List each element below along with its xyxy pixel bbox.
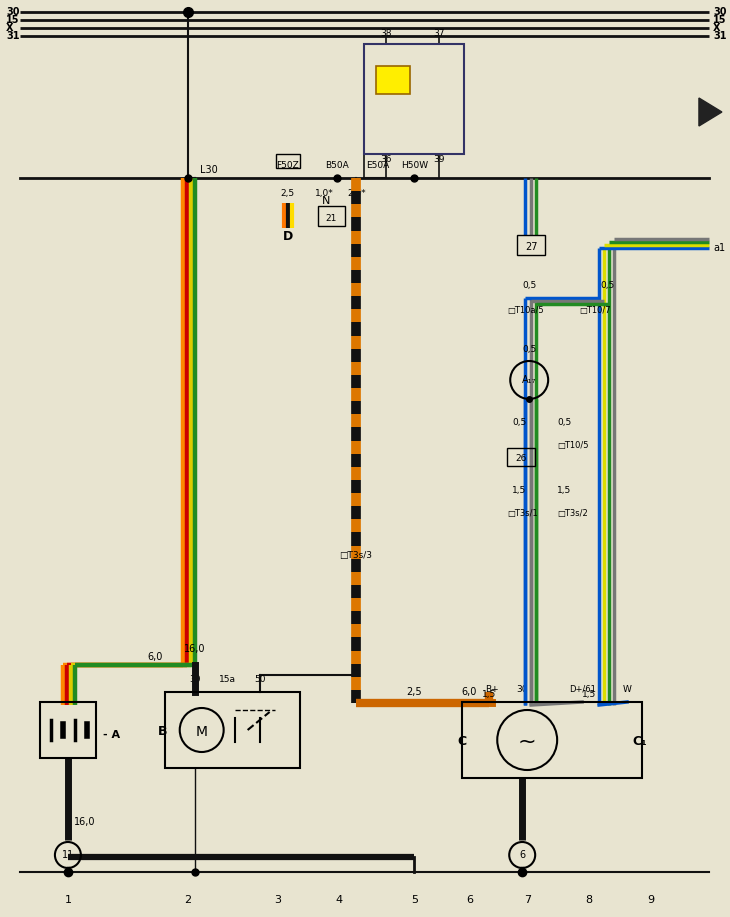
- Text: X: X: [713, 23, 721, 33]
- Text: 0,5: 0,5: [512, 418, 526, 427]
- Polygon shape: [699, 98, 722, 126]
- Text: 2,5: 2,5: [407, 687, 422, 697]
- Text: B+: B+: [485, 685, 499, 694]
- Text: 31: 31: [713, 31, 726, 41]
- Text: N: N: [323, 196, 331, 206]
- Text: 2,5: 2,5: [280, 189, 295, 198]
- Text: 30: 30: [516, 685, 528, 694]
- Bar: [462, 702, 642, 778]
- Bar: [377, 66, 410, 94]
- Text: 1,5: 1,5: [582, 690, 596, 699]
- Text: 1,5: 1,5: [482, 690, 496, 699]
- Text: C: C: [457, 735, 466, 748]
- Text: C₁: C₁: [632, 735, 647, 748]
- Text: □T3s/3: □T3s/3: [339, 551, 372, 560]
- Text: □T3s/1: □T3s/1: [507, 509, 538, 518]
- Text: 6,0: 6,0: [461, 687, 477, 697]
- Text: 1,5: 1,5: [512, 486, 526, 495]
- Text: 4: 4: [336, 895, 343, 905]
- Text: 15: 15: [6, 15, 20, 25]
- Text: 15a: 15a: [219, 675, 237, 684]
- Text: 30: 30: [189, 675, 201, 684]
- Text: B50A: B50A: [326, 161, 350, 170]
- Text: F50Z: F50Z: [276, 161, 299, 170]
- Text: 1,0*: 1,0*: [315, 189, 334, 198]
- Text: 0,5: 0,5: [522, 345, 537, 354]
- Text: □T10/5: □T10/5: [557, 441, 588, 450]
- Text: 2: 2: [184, 895, 191, 905]
- Text: 5: 5: [411, 895, 418, 905]
- Bar: [364, 44, 464, 154]
- Text: - A: - A: [103, 730, 120, 740]
- Text: M: M: [196, 725, 208, 739]
- Text: W: W: [623, 685, 631, 694]
- Text: 30: 30: [6, 7, 20, 17]
- Bar: [40, 702, 96, 758]
- Text: 3: 3: [274, 895, 281, 905]
- Text: 36: 36: [380, 155, 392, 164]
- Text: H50W: H50W: [401, 161, 428, 170]
- Bar: [318, 206, 345, 226]
- Text: L30: L30: [200, 165, 218, 175]
- Text: ~: ~: [518, 732, 537, 752]
- Bar: [518, 235, 545, 255]
- Bar: [276, 154, 299, 168]
- Text: 21: 21: [326, 214, 337, 223]
- Text: 0,5: 0,5: [557, 418, 572, 427]
- Text: X: X: [6, 23, 13, 33]
- Text: 6: 6: [466, 895, 473, 905]
- Text: □T10/7: □T10/7: [579, 306, 611, 315]
- Text: 9: 9: [648, 895, 655, 905]
- Text: 30: 30: [713, 7, 726, 17]
- Text: 7: 7: [523, 895, 531, 905]
- Text: 50: 50: [254, 675, 266, 684]
- Text: E50A: E50A: [366, 161, 389, 170]
- Bar: [507, 448, 535, 466]
- Text: 16,0: 16,0: [184, 644, 205, 654]
- Text: 0,5: 0,5: [522, 281, 537, 290]
- Text: 6,0: 6,0: [147, 652, 163, 662]
- Text: 1: 1: [64, 895, 72, 905]
- Text: 27: 27: [525, 242, 537, 252]
- Text: 39: 39: [434, 155, 445, 164]
- Text: S: S: [389, 74, 398, 87]
- Bar: [165, 692, 299, 768]
- Text: 8: 8: [585, 895, 593, 905]
- Text: □T10a/5: □T10a/5: [507, 306, 544, 315]
- Text: 11: 11: [62, 850, 74, 860]
- Text: a1: a1: [713, 243, 725, 253]
- Text: B: B: [158, 725, 167, 738]
- Text: A₁₇: A₁₇: [522, 375, 537, 385]
- Text: 15: 15: [713, 15, 726, 25]
- Text: 6: 6: [519, 850, 526, 860]
- Text: □T3s/2: □T3s/2: [557, 509, 588, 518]
- Text: 37: 37: [434, 29, 445, 38]
- Text: 0,5: 0,5: [600, 281, 614, 290]
- Text: 26: 26: [515, 454, 527, 462]
- Text: 31: 31: [6, 31, 20, 41]
- Text: 1,5: 1,5: [557, 486, 572, 495]
- Text: 38: 38: [380, 29, 392, 38]
- Text: D+/61: D+/61: [569, 685, 596, 694]
- Text: D: D: [283, 230, 293, 243]
- Text: 2,5*: 2,5*: [347, 189, 366, 198]
- Text: 16,0: 16,0: [74, 817, 96, 827]
